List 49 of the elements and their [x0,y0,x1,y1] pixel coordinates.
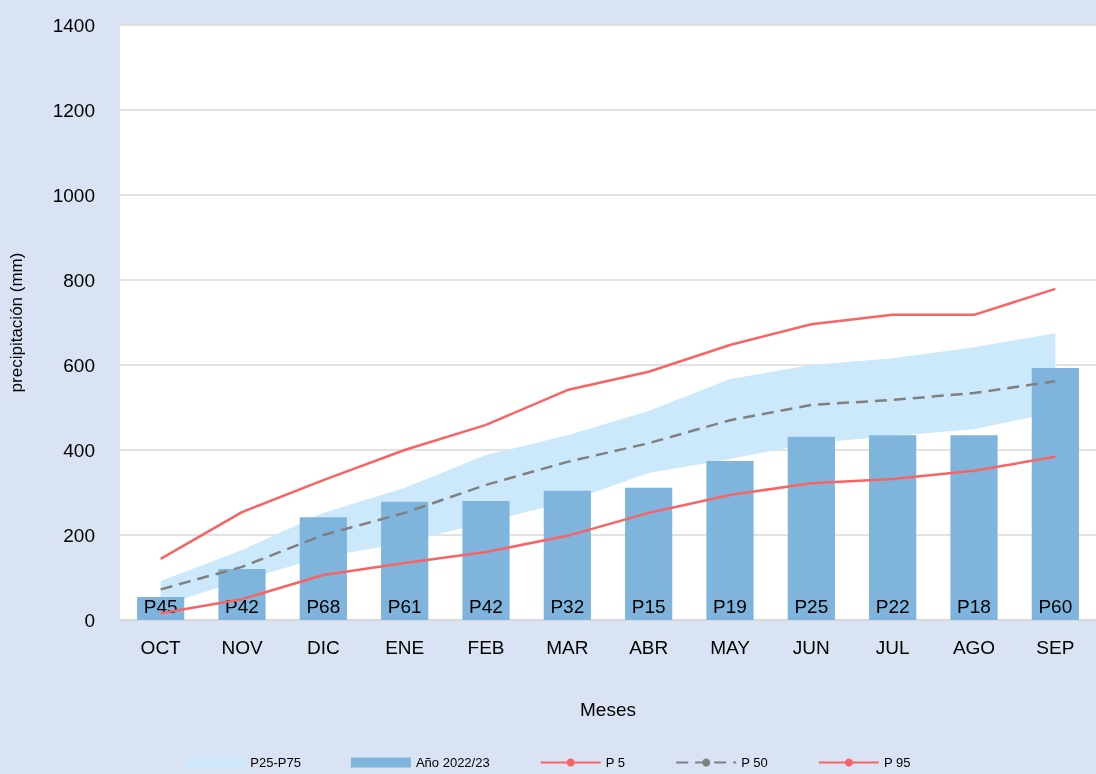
data-label: P19 [713,596,747,617]
bar [543,490,591,620]
legend-label: P25-P75 [250,755,301,770]
y-tick-label: 800 [63,269,95,291]
legend-label: P 50 [741,755,768,770]
data-label: P60 [1038,596,1073,617]
legend-label: P 5 [605,755,625,770]
x-tick-label: MAR [546,637,589,658]
x-tick-label: ABR [629,637,669,658]
y-tick-label: 1400 [52,14,95,36]
x-tick-label: DIC [306,637,340,658]
data-label: P15 [631,596,666,617]
y-tick-label: 600 [63,354,95,376]
x-tick-label: SEP [1036,637,1075,658]
x-axis-title: Meses [580,699,636,720]
legend-label: P 95 [883,755,911,770]
y-tick-label: 400 [63,439,95,461]
bar [787,436,835,620]
legend-label: Año 2022/23 [415,755,490,770]
bar [625,487,673,620]
bar [869,435,917,620]
x-tick-label: MAY [710,637,751,658]
y-tick-label: 1000 [52,184,95,206]
y-axis-title: precipitación (mm) [7,252,26,393]
bar [1031,367,1079,620]
x-tick-label: OCT [140,637,182,658]
data-label: P68 [306,596,341,617]
data-label: P22 [875,596,910,617]
data-label: P18 [957,596,991,617]
bar [462,501,510,620]
line-series [159,287,1057,561]
bar [381,501,429,620]
y-tick-label: 1200 [52,99,95,121]
x-tick-label: FEB [467,637,505,658]
data-label: P25 [794,596,829,617]
bar [706,461,754,620]
y-tick-label: 0 [84,609,95,631]
data-label: P32 [550,596,585,617]
x-tick-label: JUL [875,637,910,658]
bar [299,517,347,620]
x-tick-label: NOV [221,637,263,658]
y-tick-label: 200 [63,524,95,546]
bar [950,435,998,620]
line-series [159,379,1057,591]
data-label: P42 [469,596,503,617]
x-tick-label: JUN [792,637,830,658]
x-tick-label: AGO [952,637,996,658]
x-tick-label: ENE [385,637,425,658]
data-label: P61 [387,596,422,617]
